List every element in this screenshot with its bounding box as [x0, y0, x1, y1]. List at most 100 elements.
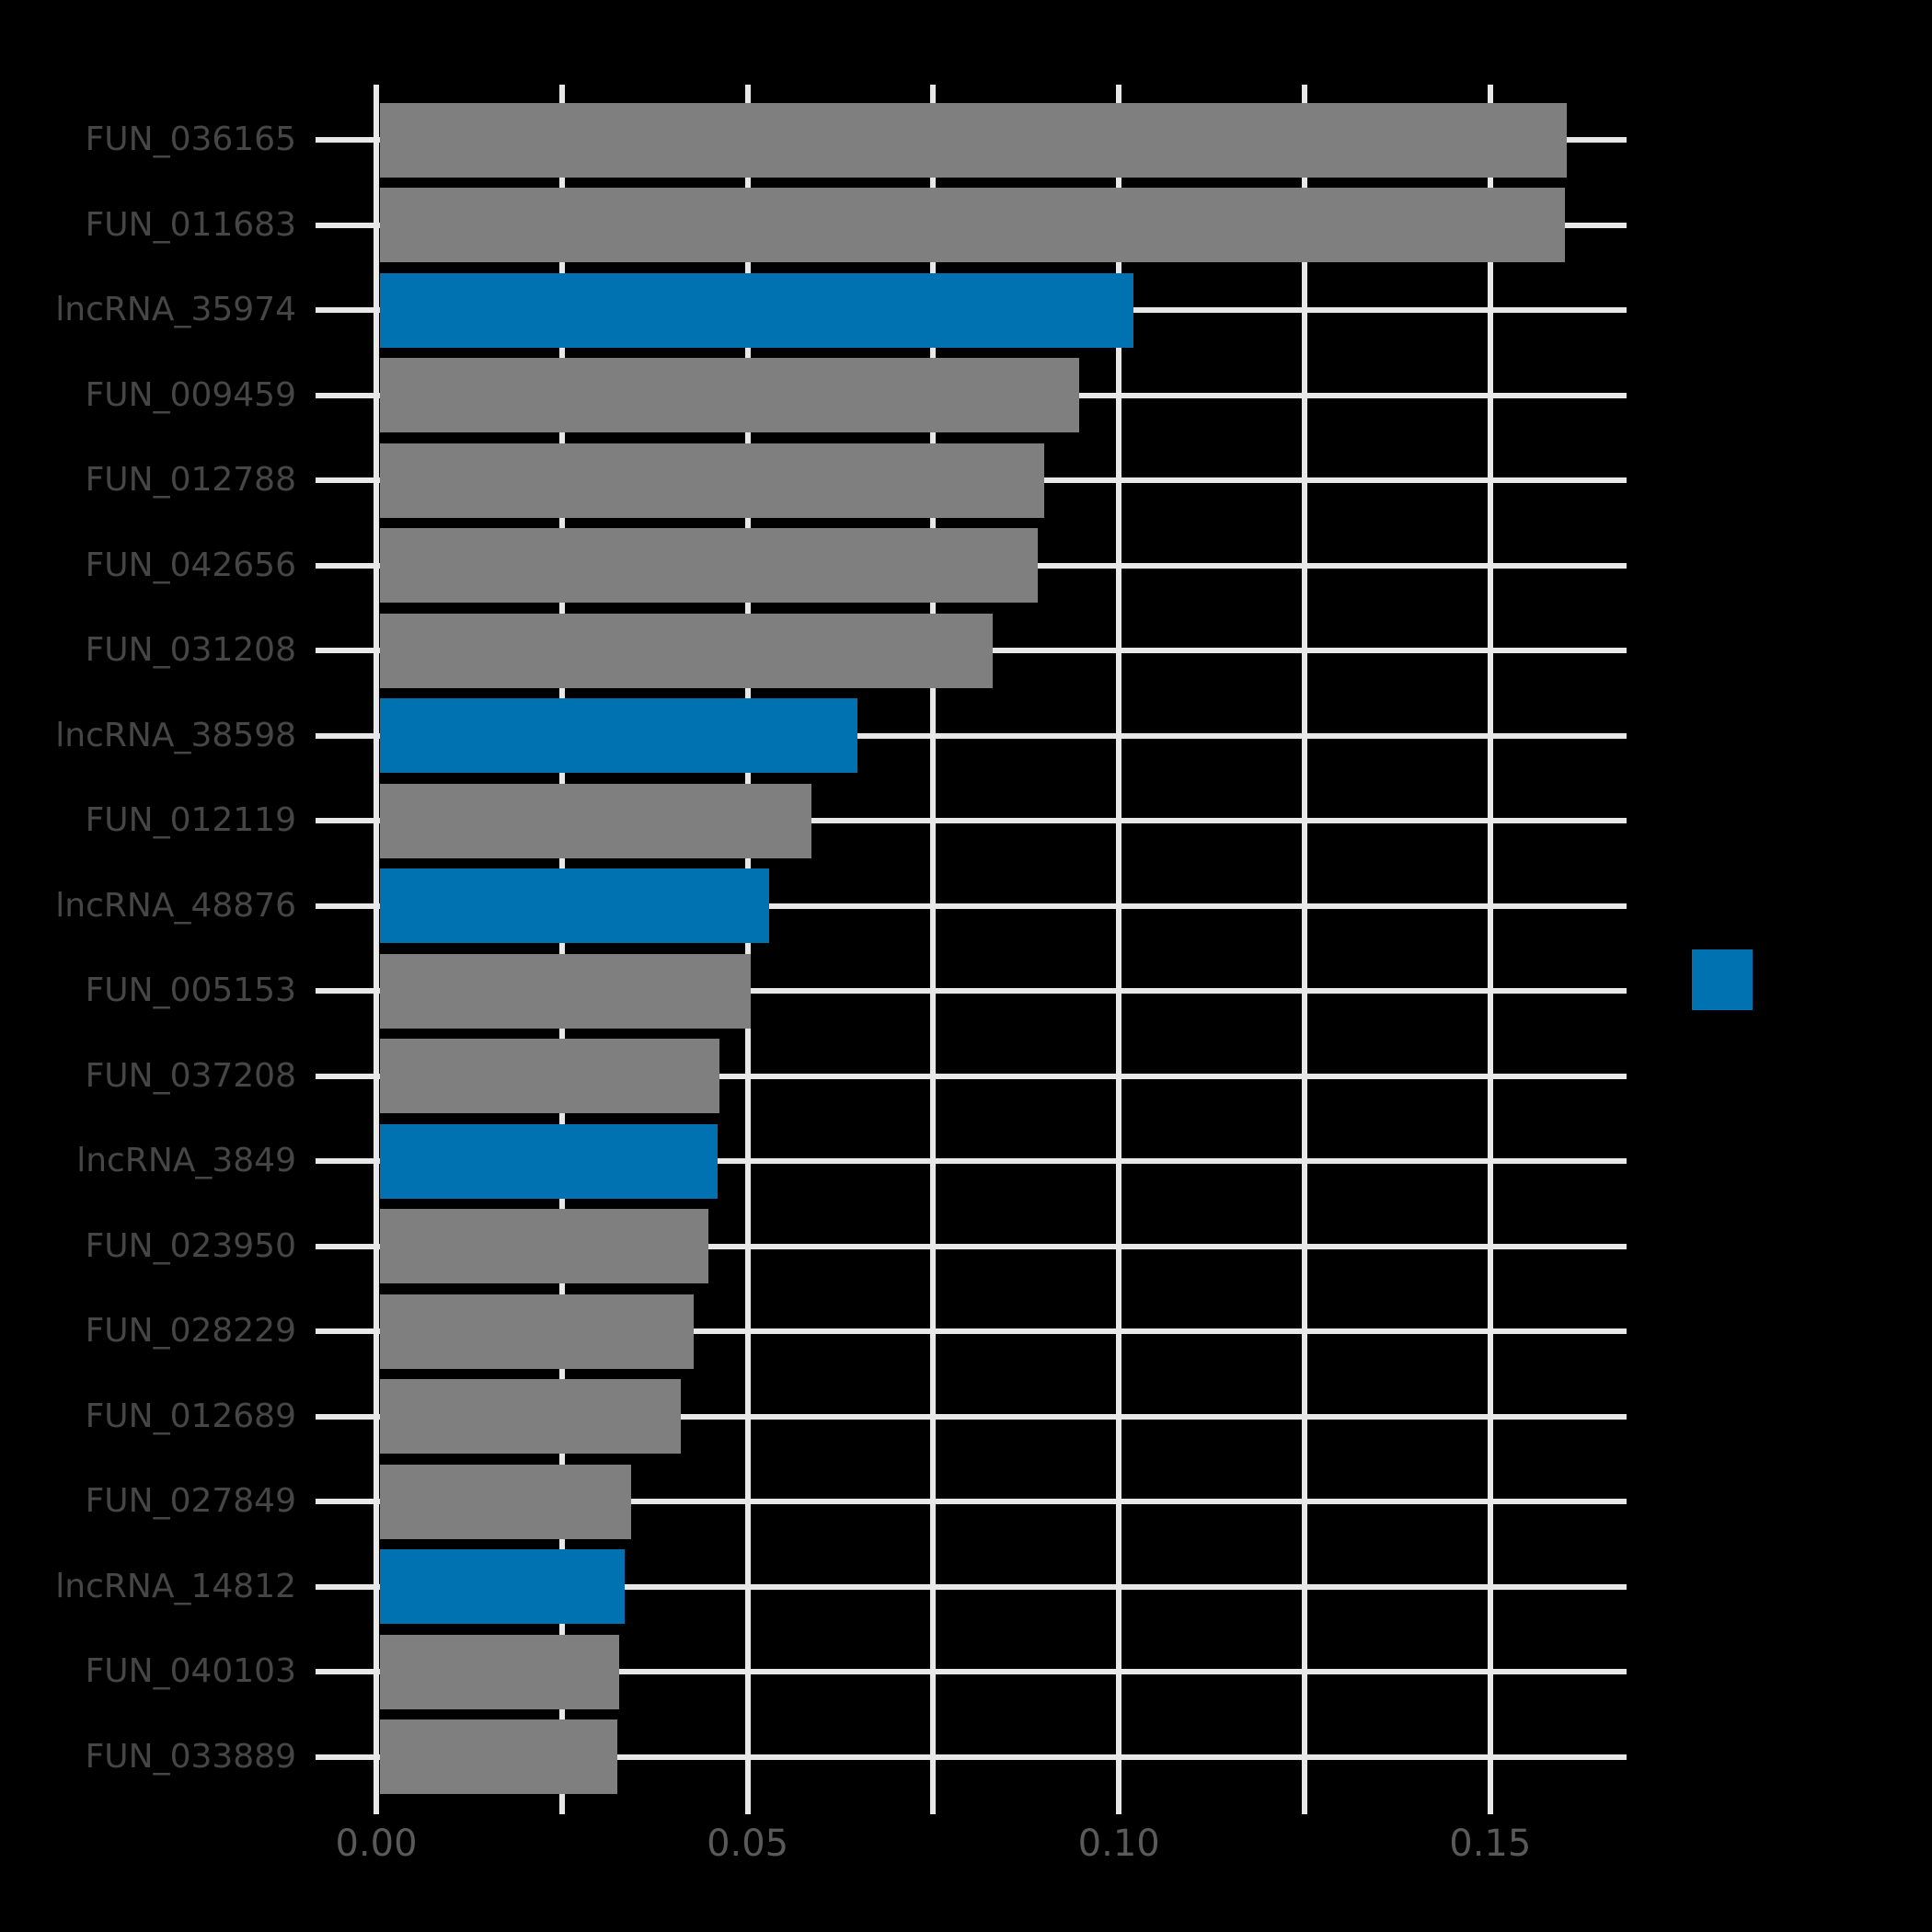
y-axis-label: FUN_028229 — [85, 1312, 296, 1351]
bar-lncRNA_14812 — [380, 1549, 625, 1625]
x-axis-tick-label: 0.00 — [335, 1823, 418, 1865]
y-axis-label: FUN_042656 — [85, 546, 296, 584]
x-axis-tick-bottom — [374, 1800, 379, 1814]
gridline-horizontal — [376, 1499, 1627, 1505]
y-axis-label: lncRNA_38598 — [55, 716, 296, 754]
gridline-vertical — [930, 98, 937, 1800]
y-axis-tick — [316, 1669, 374, 1675]
y-axis-label: FUN_036165 — [85, 121, 296, 159]
x-axis-tick-bottom — [558, 1800, 565, 1814]
gridline-vertical — [558, 98, 565, 1800]
x-axis-tick-top — [930, 85, 937, 98]
y-axis-label: FUN_031208 — [85, 631, 296, 670]
bar-lncRNA_3849 — [380, 1123, 719, 1199]
gridline-vertical — [1116, 98, 1122, 1800]
gridline-horizontal — [376, 1243, 1627, 1249]
y-axis-tick — [316, 988, 374, 995]
y-axis-tick — [316, 648, 374, 654]
y-axis-label: FUN_012689 — [85, 1397, 296, 1435]
y-axis-tick — [316, 1583, 374, 1590]
y-axis-label: FUN_012788 — [85, 461, 296, 500]
y-axis-tick — [316, 1754, 374, 1760]
y-axis-tick — [316, 477, 374, 484]
bar-FUN_037208 — [380, 1039, 719, 1114]
x-axis-tick-top — [1302, 85, 1307, 98]
gridline-horizontal — [376, 1583, 1627, 1590]
x-axis-tick-top — [1487, 85, 1493, 98]
y-axis-tick — [316, 732, 374, 739]
x-axis-tick-top — [374, 85, 379, 98]
bar-FUN_023950 — [380, 1209, 708, 1284]
y-axis-tick — [316, 1413, 374, 1420]
x-axis-tick-top — [558, 85, 565, 98]
x-axis-tick-bottom — [744, 1800, 751, 1814]
y-axis-tick — [316, 1243, 374, 1249]
gridline-horizontal — [376, 1073, 1627, 1079]
gridline-horizontal — [376, 1669, 1627, 1675]
x-axis-tick-bottom — [1302, 1800, 1307, 1814]
y-axis-label: FUN_037208 — [85, 1056, 296, 1095]
gridline-horizontal — [376, 1754, 1627, 1760]
bar-FUN_033889 — [380, 1719, 617, 1795]
x-axis-tick-label: 0.05 — [707, 1823, 789, 1865]
bar-lncRNA_48876 — [380, 868, 769, 944]
x-axis-tick-bottom — [1487, 1800, 1493, 1814]
bar-FUN_036165 — [380, 102, 1567, 178]
x-axis-tick-label: 0.10 — [1077, 1823, 1160, 1865]
bar-FUN_027849 — [380, 1464, 631, 1539]
y-axis-tick — [316, 1499, 374, 1505]
y-axis-label: FUN_011683 — [85, 205, 296, 244]
y-axis-label: FUN_012119 — [85, 801, 296, 840]
y-axis-label: FUN_009459 — [85, 375, 296, 414]
bar-FUN_012119 — [380, 783, 812, 858]
gridline-horizontal — [376, 1413, 1627, 1420]
bar-FUN_031208 — [380, 613, 993, 688]
bar-FUN_005153 — [380, 953, 751, 1029]
bar-FUN_040103 — [380, 1634, 619, 1709]
x-axis-tick-top — [1116, 85, 1122, 98]
gridline-horizontal — [376, 648, 1627, 654]
bar-FUN_028229 — [380, 1294, 695, 1369]
y-axis-tick — [316, 1073, 374, 1079]
y-axis-label: lncRNA_3849 — [76, 1142, 296, 1180]
gridline-vertical — [374, 98, 379, 1800]
y-axis-tick — [316, 392, 374, 398]
bar-FUN_042656 — [380, 528, 1039, 604]
gridline-horizontal — [376, 903, 1627, 909]
x-axis-tick-bottom — [1116, 1800, 1122, 1814]
y-axis-tick — [316, 903, 374, 909]
y-axis-tick — [316, 137, 374, 144]
y-axis-label: FUN_040103 — [85, 1652, 296, 1691]
y-axis-tick — [316, 1328, 374, 1335]
y-axis-label: FUN_033889 — [85, 1737, 296, 1776]
gridline-vertical — [1302, 98, 1307, 1800]
bar-FUN_012689 — [380, 1379, 681, 1455]
y-axis-tick — [316, 222, 374, 228]
gridline-vertical — [744, 98, 751, 1800]
y-axis-tick — [316, 1158, 374, 1165]
y-axis-label: lncRNA_14812 — [55, 1567, 296, 1605]
gridline-horizontal — [376, 988, 1627, 995]
gridline-vertical — [1487, 98, 1493, 1800]
y-axis-label: FUN_005153 — [85, 972, 296, 1010]
bar-FUN_011683 — [380, 188, 1566, 263]
bar-FUN_012788 — [380, 443, 1045, 518]
y-axis-tick — [316, 307, 374, 314]
x-axis-tick-label: 0.15 — [1449, 1823, 1532, 1865]
bar-lncRNA_35974 — [380, 272, 1133, 348]
x-axis-tick-bottom — [930, 1800, 937, 1814]
legend-swatch-lncRNA-icon — [1692, 949, 1753, 1010]
y-axis-tick — [316, 562, 374, 569]
gridline-horizontal — [376, 818, 1627, 824]
y-axis-tick — [316, 818, 374, 824]
y-axis-label: FUN_023950 — [85, 1226, 296, 1265]
gridline-horizontal — [376, 1158, 1627, 1165]
x-axis-tick-top — [744, 85, 751, 98]
bar-lncRNA_38598 — [380, 698, 858, 774]
y-axis-label: lncRNA_35974 — [55, 291, 296, 329]
y-axis-label: lncRNA_48876 — [55, 886, 296, 925]
gridline-horizontal — [376, 732, 1627, 739]
y-axis-label: FUN_027849 — [85, 1482, 296, 1521]
bar-FUN_009459 — [380, 358, 1079, 433]
